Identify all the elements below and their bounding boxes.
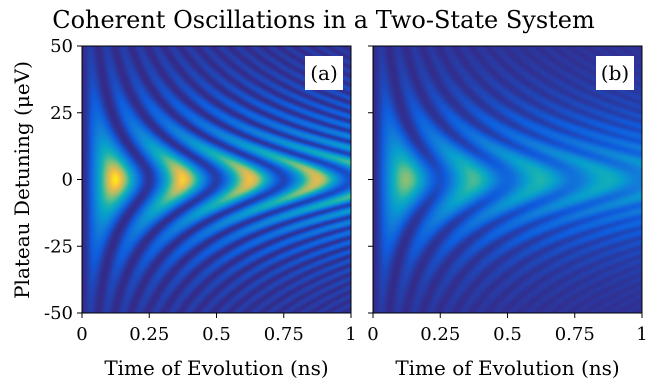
panel-label-a: (a): [310, 61, 338, 85]
x-tick-label: 0.25: [129, 324, 169, 345]
x-tick-label: 1: [636, 324, 647, 345]
x-tick-label: 0.75: [264, 324, 304, 345]
x-axis-label-b: Time of Evolution (ns): [395, 356, 620, 380]
axes-b: 0 0.25 0.5 0.75 1 (b): [367, 45, 647, 345]
x-axis-label-a: Time of Evolution (ns): [104, 356, 329, 380]
figure-title: Coherent Oscillations in a Two-State Sys…: [52, 6, 595, 34]
panel-label-box-b: [596, 56, 634, 90]
x-tick-label: 0: [76, 324, 87, 345]
x-tick-label: 0.25: [420, 324, 460, 345]
heatmap-panel-b: [373, 46, 642, 313]
y-tick-label: 50: [50, 36, 73, 57]
y-axis-label: Plateau Detuning (μeV): [10, 60, 34, 299]
x-tick-label: 0.5: [202, 324, 231, 345]
y-tick-label: -50: [44, 303, 73, 324]
y-tick-label: 25: [50, 103, 73, 124]
x-tick-label: 0: [367, 324, 378, 345]
axes-a: 0 0.25 0.5 0.75 1 50 25 0 -25 -50 (a): [44, 36, 357, 345]
heatmap-panel-a: [82, 46, 351, 313]
y-tick-label: -25: [44, 236, 73, 257]
x-tick-label: 0.5: [493, 324, 522, 345]
x-tick-label: 0.75: [555, 324, 595, 345]
panel-label-box-a: [305, 56, 343, 90]
y-tick-label: 0: [62, 170, 73, 191]
x-tick-label: 1: [345, 324, 356, 345]
panel-label-b: (b): [601, 61, 629, 85]
